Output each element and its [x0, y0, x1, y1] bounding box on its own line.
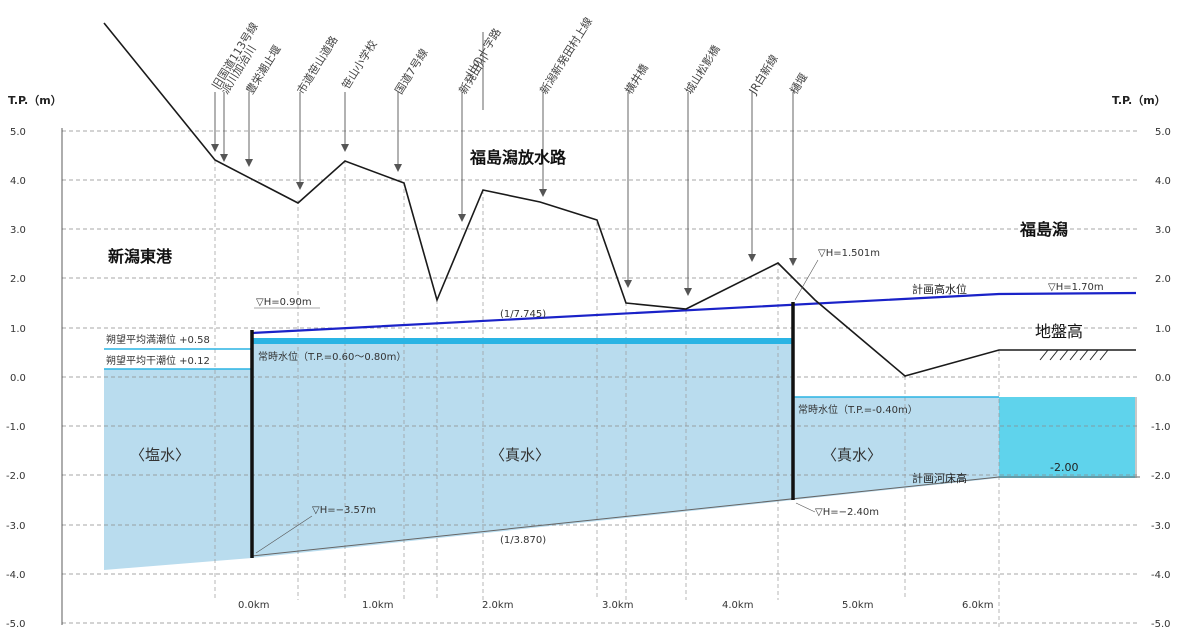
- y-tick-left: 3.0: [10, 225, 26, 236]
- landmark-arrow-heads: [211, 144, 797, 296]
- y-tick-left: -2.0: [6, 471, 26, 482]
- vertical-grid: [214, 160, 1000, 630]
- x-tick: 0.0km: [238, 600, 269, 611]
- channel-label: 福島潟放水路: [469, 148, 567, 167]
- y-tick-right: 4.0: [1155, 176, 1171, 187]
- planned-bed-label: 計画河床高: [912, 471, 967, 485]
- y-tick-left: -1.0: [6, 422, 26, 433]
- normal-water-level-label-2: 常時水位（T.P.=-0.40m）: [798, 403, 918, 416]
- ground-profile-line: [103, 22, 1136, 377]
- y-tick-left: 0.0: [10, 373, 26, 384]
- hm240-label: ▽H=−2.40m: [815, 507, 879, 518]
- y-tick-left: 2.0: [10, 274, 26, 285]
- ground-label: 地盤高: [1035, 322, 1083, 341]
- port-label: 新潟東港: [108, 247, 173, 266]
- landmark-hiseki: 樋堰: [787, 71, 811, 97]
- gradient-top-label: (1/7.745): [500, 309, 546, 320]
- y-tick-left: -3.0: [6, 521, 26, 532]
- y-tick-right: -2.0: [1151, 471, 1171, 482]
- low-tide-label: 朔望平均干潮位 +0.12: [106, 354, 210, 367]
- normal-water-level-band: [252, 338, 793, 344]
- landmark-yokoi-bridge: 横井橋: [622, 61, 651, 96]
- right-y-ticks: 5.0 4.0 3.0 2.0 1.0 0.0 -1.0 -2.0 -3.0 -…: [1151, 127, 1171, 630]
- landmark-jr-hakushin: JR白新線: [745, 52, 781, 97]
- y-tick-right: 0.0: [1155, 373, 1171, 384]
- x-tick: 2.0km: [482, 600, 513, 611]
- landmark-sasayama-school: 笹山小学校: [339, 38, 380, 92]
- x-tick: 6.0km: [962, 600, 993, 611]
- x-ticks: 0.0km 1.0km 2.0km 3.0km 4.0km 5.0km 6.0k…: [238, 600, 993, 611]
- y-tick-right: -5.0: [1151, 619, 1171, 630]
- fresh-water-area-1: [252, 340, 793, 558]
- hm240-leader: [795, 502, 816, 513]
- fresh-water-label-1: 〈真水〉: [490, 446, 550, 464]
- y-tick-right: 1.0: [1155, 324, 1171, 335]
- landmark-arrows: [214, 32, 794, 294]
- h1501-label: ▽H=1.501m: [818, 248, 880, 259]
- high-tide-label: 朔望平均満潮位 +0.58: [106, 333, 210, 346]
- x-tick: 3.0km: [602, 600, 633, 611]
- left-y-ticks: 5.0 4.0 3.0 2.0 1.0 0.0 -1.0 -2.0 -3.0 -…: [6, 127, 26, 630]
- left-axis-title: T.P.（m）: [8, 94, 62, 107]
- salt-water-label: 〈塩水〉: [130, 446, 190, 464]
- h170-label: ▽H=1.70m: [1048, 282, 1104, 293]
- landmark-sasayama-road: 市道笹山道路: [294, 33, 341, 96]
- h1501-leader: [794, 259, 819, 301]
- planned-high-water-line: [251, 291, 1137, 335]
- y-tick-right: -3.0: [1151, 521, 1171, 532]
- salt-water-area: [104, 369, 252, 570]
- landmark-kokudo7: 国道7号線: [392, 46, 431, 97]
- x-tick: 5.0km: [842, 600, 873, 611]
- fresh-water-area-2: [793, 397, 999, 500]
- lagoon-label: 福島潟: [1019, 220, 1068, 239]
- x-tick: 1.0km: [362, 600, 393, 611]
- landmark-shiroyama-bridge: 城山松影橋: [682, 43, 723, 97]
- y-tick-right: 2.0: [1155, 274, 1171, 285]
- x-tick: 4.0km: [722, 600, 753, 611]
- gradient-bottom-label: (1/3.870): [500, 535, 546, 546]
- h090-label: ▽H=0.90m: [256, 297, 312, 308]
- y-tick-right: 3.0: [1155, 225, 1171, 236]
- planned-hwl-label: 計画高水位: [912, 282, 967, 296]
- y-tick-right: -4.0: [1151, 570, 1171, 581]
- hm357-leader: [255, 515, 313, 554]
- horizontal-grid: [62, 130, 1140, 624]
- y-tick-right: 5.0: [1155, 127, 1171, 138]
- planned-bed-line: [251, 476, 1000, 557]
- normal-water-level-label: 常時水位（T.P.=0.60～0.80m）: [258, 350, 406, 363]
- y-tick-left: 5.0: [10, 127, 26, 138]
- landmark-niigata-shibata-murakami: 新潟新発田村上線: [537, 15, 596, 97]
- lagoon-depth-label: -2.00: [1050, 461, 1078, 474]
- y-tick-left: 4.0: [10, 176, 26, 187]
- y-tick-left: 1.0: [10, 324, 26, 335]
- ground-hatch: [1039, 349, 1109, 361]
- y-tick-left: -5.0: [6, 619, 26, 630]
- right-axis-title: T.P.（m）: [1112, 94, 1166, 107]
- y-tick-left: -4.0: [6, 570, 26, 581]
- hm357-label: ▽H=−3.57m: [312, 505, 376, 516]
- y-tick-right: -1.0: [1151, 422, 1171, 433]
- fresh-water-label-2: 〈真水〉: [822, 446, 882, 464]
- lagoon-water-area: [999, 397, 1135, 478]
